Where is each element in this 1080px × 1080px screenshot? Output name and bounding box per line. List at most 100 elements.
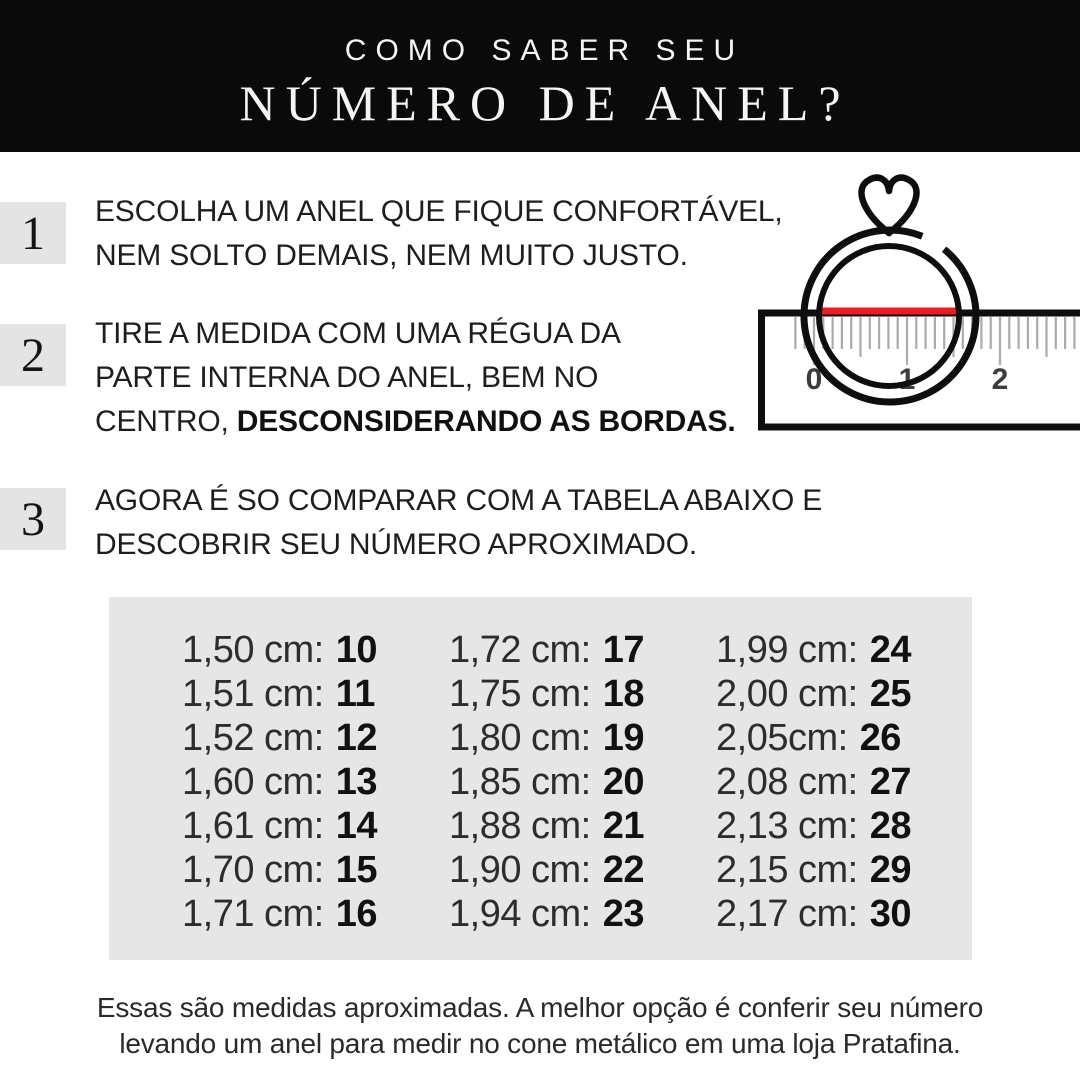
- table-row: 2,00 cm: 25: [716, 672, 912, 716]
- ring-ruler-illustration: 0 1 2: [758, 174, 1080, 431]
- table-row: 1,90 cm: 22: [449, 848, 645, 892]
- table-row: 2,08 cm: 27: [716, 760, 912, 804]
- table-column: 1,99 cm: 24 2,00 cm: 25 2,05cm: 26 2,08 cm: 27 2…: [716, 628, 912, 936]
- step-3-text: AGORA É SO COMPARAR COM A TABELA ABAIXO …: [95, 479, 822, 567]
- step-2-line-1: TIRE A MEDIDA COM UMA RÉGUA DA: [95, 317, 621, 350]
- ring-size-value: 14: [335, 805, 378, 847]
- ring-size-value: 23: [602, 893, 645, 935]
- ring-size-value: 13: [335, 761, 378, 803]
- cm-value: 1,75 cm:: [449, 673, 591, 715]
- cm-value: 1,90 cm:: [449, 849, 591, 891]
- ring-inner-circle: [816, 243, 962, 389]
- ring-size-value: 25: [869, 673, 912, 715]
- table-column: 1,50 cm: 10 1,51 cm: 11 1,52 cm: 12 1,60 cm: 13…: [182, 628, 378, 936]
- ring-size-value: 18: [602, 673, 645, 715]
- ruler-label-2: 2: [992, 363, 1009, 396]
- table-row: 1,80 cm: 19: [449, 716, 645, 760]
- heart-icon: [858, 174, 920, 237]
- cm-value: 2,00 cm:: [716, 673, 858, 715]
- cm-value: 2,15 cm:: [716, 849, 858, 891]
- cm-value: 1,71 cm:: [182, 893, 324, 935]
- ruler-label-1: 1: [899, 363, 916, 396]
- ring-size-value: 11: [335, 673, 376, 715]
- cm-value: 1,52 cm:: [182, 717, 324, 759]
- ring-size-value: 26: [859, 717, 902, 759]
- step-1-number: 1: [21, 206, 45, 260]
- header: COMO SABER SEU NÚMERO DE ANEL?: [0, 0, 1080, 152]
- step-1-number-badge: 1: [0, 202, 66, 264]
- ring-size-value: 21: [602, 805, 645, 847]
- ring-size-value: 29: [869, 849, 912, 891]
- table-row: 1,85 cm: 20: [449, 760, 645, 804]
- step-1-line-2: NEM SOLTO DEMAIS, NEM MUITO JUSTO.: [95, 239, 688, 272]
- table-row: 1,99 cm: 24: [716, 628, 912, 672]
- ring-size-value: 28: [869, 805, 912, 847]
- step-2-text: TIRE A MEDIDA COM UMA RÉGUA DA PARTE INT…: [95, 312, 736, 444]
- ring-outer-circle: [800, 226, 980, 406]
- ring-size-value: 24: [869, 629, 912, 671]
- step-2-number: 2: [21, 328, 45, 382]
- step-3-line-2: DESCOBRIR SEU NÚMERO APROXIMADO.: [95, 528, 698, 561]
- table-column: 1,72 cm: 17 1,75 cm: 18 1,80 cm: 19 1,85 cm: 20…: [449, 628, 645, 936]
- table-row: 2,05cm: 26: [716, 716, 911, 760]
- cm-value: 1,80 cm:: [449, 717, 591, 759]
- step-2-line-3-bold: DESCONSIDERANDO AS BORDAS.: [236, 405, 736, 438]
- size-table: 1,50 cm: 10 1,51 cm: 11 1,52 cm: 12 1,60 cm: 13…: [109, 597, 972, 960]
- step-1-line-1: ESCOLHA UM ANEL QUE FIQUE CONFORTÁVEL,: [95, 195, 783, 228]
- table-row: 1,71 cm: 16: [182, 892, 378, 936]
- table-row: 1,72 cm: 17: [449, 628, 645, 672]
- table-row: 1,88 cm: 21: [449, 804, 645, 848]
- table-row: 1,51 cm: 11: [182, 672, 377, 716]
- ring-size-value: 30: [869, 893, 912, 935]
- footer-line-2: levando um anel para medir no cone metál…: [119, 1028, 961, 1059]
- table-row: 1,94 cm: 23: [449, 892, 645, 936]
- page-title: NÚMERO DE ANEL?: [239, 75, 851, 131]
- ring-size-value: 16: [335, 893, 378, 935]
- footer-note: Essas são medidas aproximadas. A melhor …: [0, 990, 1080, 1062]
- header-subtitle: COMO SABER SEU: [344, 34, 745, 67]
- table-row: 1,61 cm: 14: [182, 804, 378, 848]
- table-row: 1,52 cm: 12: [182, 716, 378, 760]
- ring-size-value: 27: [869, 761, 912, 803]
- table-row: 2,17 cm: 30: [716, 892, 912, 936]
- step-2-number-badge: 2: [0, 324, 66, 386]
- footer-line-1: Essas são medidas aproximadas. A melhor …: [96, 992, 984, 1023]
- table-row: 2,13 cm: 28: [716, 804, 912, 848]
- ruler-label-0: 0: [806, 363, 823, 396]
- table-row: 1,50 cm: 10: [182, 628, 378, 672]
- cm-value: 2,13 cm:: [716, 805, 858, 847]
- table-row: 1,75 cm: 18: [449, 672, 645, 716]
- step-2-line-2: PARTE INTERNA DO ANEL, BEM NO: [95, 361, 599, 394]
- step-2-line-3: CENTRO, DESCONSIDERANDO AS BORDAS.: [95, 400, 736, 444]
- cm-value: 2,05cm:: [716, 717, 848, 759]
- ring-size-value: 22: [602, 849, 645, 891]
- ring-size-value: 10: [335, 629, 378, 671]
- ring-size-value: 20: [602, 761, 645, 803]
- cm-value: 2,17 cm:: [716, 893, 858, 935]
- step-2-line-3-regular: CENTRO,: [95, 405, 237, 438]
- cm-value: 1,70 cm:: [182, 849, 324, 891]
- step-3-number-badge: 3: [0, 488, 66, 550]
- table-row: 1,60 cm: 13: [182, 760, 378, 804]
- cm-value: 1,72 cm:: [449, 629, 591, 671]
- step-3-line-1: AGORA É SO COMPARAR COM A TABELA ABAIXO …: [95, 484, 823, 517]
- cm-value: 1,88 cm:: [449, 805, 591, 847]
- cm-value: 1,51 cm:: [182, 673, 324, 715]
- cm-value: 1,60 cm:: [182, 761, 324, 803]
- cm-value: 1,61 cm:: [182, 805, 324, 847]
- cm-value: 2,08 cm:: [716, 761, 858, 803]
- cm-value: 1,99 cm:: [716, 629, 858, 671]
- ruler-ticks: [794, 317, 1076, 365]
- cm-value: 1,50 cm:: [182, 629, 324, 671]
- step-3-number: 3: [21, 492, 45, 546]
- ring-size-value: 12: [335, 717, 378, 759]
- ring-size-value: 15: [335, 849, 378, 891]
- ring-size-value: 19: [602, 717, 645, 759]
- step-1-text: ESCOLHA UM ANEL QUE FIQUE CONFORTÁVEL, N…: [95, 190, 783, 278]
- table-row: 2,15 cm: 29: [716, 848, 912, 892]
- ring-size-value: 17: [602, 629, 645, 671]
- cm-value: 1,85 cm:: [449, 761, 591, 803]
- table-row: 1,70 cm: 15: [182, 848, 378, 892]
- cm-value: 1,94 cm:: [449, 893, 591, 935]
